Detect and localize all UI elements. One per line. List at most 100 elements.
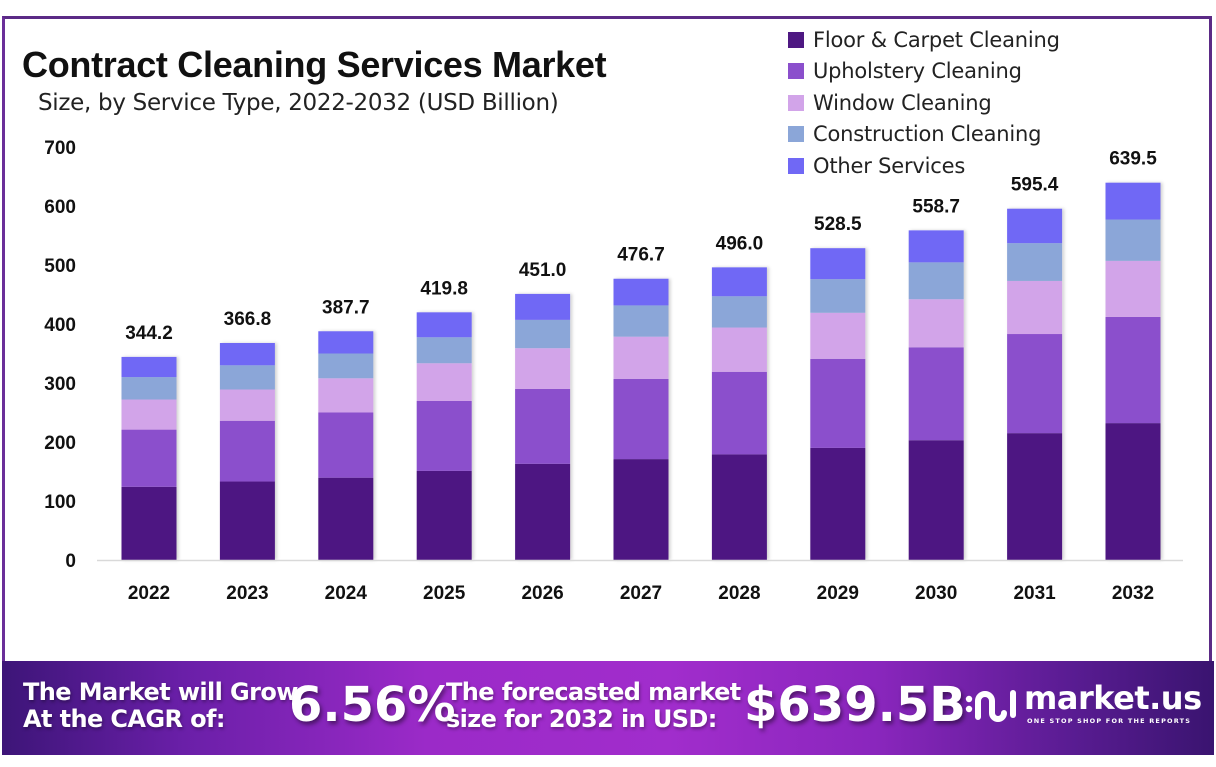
x-tick-label: 2024: [325, 583, 368, 604]
bar-segment: [810, 358, 866, 448]
bar-segment: [121, 486, 177, 560]
bar-segment: [416, 337, 472, 364]
bar-segment: [318, 477, 374, 560]
total-labels: 344.2 366.8 387.7 419.8 451.0 476.7 496.0 528.5…: [125, 149, 1157, 344]
bar-segment: [219, 365, 275, 390]
bar-segment: [1105, 316, 1161, 424]
bar-segment: [515, 319, 571, 349]
x-tick-label: 2028: [718, 583, 760, 604]
bar-segment: [318, 412, 374, 478]
bar-segment: [219, 342, 275, 366]
bar-segment: [1007, 433, 1063, 560]
bar-segment: [908, 230, 964, 263]
summary-banner: The Market will Grow At the CAGR of: 6.5…: [2, 661, 1214, 755]
cagr-label-line1: The Market will Grow: [23, 678, 298, 706]
bar-stack-2028: [711, 267, 767, 560]
bar-segment: [1105, 260, 1161, 317]
legend-swatch: [788, 157, 804, 174]
bar-segment: [908, 347, 964, 441]
forecast-label-line2: size for 2032 in USD:: [446, 705, 717, 733]
total-label: 419.8: [420, 278, 468, 299]
bar-segment: [318, 378, 374, 413]
bar-segment: [613, 336, 669, 379]
bar-stack-2029: [810, 248, 866, 560]
brand-name: market.us: [1024, 679, 1202, 717]
bar-segment: [121, 377, 177, 400]
legend-swatch: [788, 31, 804, 48]
total-label: 558.7: [912, 196, 960, 217]
legend-item-floor-carpet: Floor & Carpet Cleaning: [788, 24, 1060, 56]
bar-segment: [219, 481, 275, 560]
bar-segment: [711, 371, 767, 455]
bar-segment: [121, 356, 177, 378]
x-tick-label: 2022: [128, 583, 170, 604]
y-tick-label: 0: [65, 551, 76, 572]
bar-segment: [613, 278, 669, 306]
bar-stack-2026: [515, 293, 571, 560]
total-label: 387.7: [322, 297, 370, 318]
bar-segment: [219, 420, 275, 482]
bar-segment: [219, 389, 275, 421]
bar-segment: [515, 463, 571, 560]
bar-segment: [711, 267, 767, 297]
bar-segment: [810, 279, 866, 313]
bar-segment: [1007, 280, 1063, 335]
bar-stack-2025: [416, 312, 472, 560]
x-tick-label: 2026: [521, 583, 563, 604]
total-label: 344.2: [125, 323, 173, 344]
forecast-label-line1: The forecasted market: [446, 678, 741, 706]
bar-segment: [515, 293, 571, 320]
forecast-value: $639.5B: [744, 677, 966, 733]
bar-segment: [1105, 182, 1161, 220]
chart-subtitle: Size, by Service Type, 2022-2032 (USD Bi…: [38, 90, 559, 116]
x-tick-label: 2023: [226, 583, 268, 604]
legend-label: Floor & Carpet Cleaning: [813, 27, 1060, 52]
bar-segment: [711, 327, 767, 372]
y-axis: 0 100 200 300 400 500 600 700: [44, 138, 76, 572]
bar-segment: [416, 400, 472, 471]
bar-segment: [908, 440, 964, 560]
cagr-value: 6.56%: [289, 677, 456, 733]
chart-frame: [2, 16, 1212, 664]
bars: [121, 182, 1161, 560]
bar-segment: [318, 353, 374, 379]
y-tick-label: 200: [44, 433, 76, 454]
legend-label: Construction Cleaning: [813, 122, 1042, 147]
bar-segment: [1007, 243, 1063, 281]
bar-segment: [121, 399, 177, 430]
x-tick-label: 2031: [1013, 583, 1056, 604]
bar-segment: [613, 459, 669, 560]
x-tick-label: 2029: [817, 583, 859, 604]
bar-stack-2024: [318, 331, 374, 560]
total-label: 595.4: [1011, 175, 1059, 196]
bar-segment: [1105, 423, 1161, 560]
y-tick-label: 500: [44, 256, 76, 277]
bar-segment: [1105, 219, 1161, 261]
legend-swatch: [788, 126, 804, 143]
bar-stack-2022: [121, 356, 177, 560]
total-label: 451.0: [519, 260, 567, 281]
total-label: 496.0: [716, 233, 764, 254]
bar-segment: [1007, 208, 1063, 244]
x-tick-label: 2027: [620, 583, 662, 604]
market-us-logo-icon: [965, 690, 1016, 722]
bar-segment: [416, 470, 472, 560]
bar-segment: [613, 378, 669, 460]
bar-segment: [810, 312, 866, 359]
bar-segment: [810, 447, 866, 560]
bar-segment: [318, 331, 374, 354]
bar-segment: [515, 348, 571, 389]
total-label: 639.5: [1109, 149, 1157, 170]
forecast-label: The forecasted market size for 2032 in U…: [446, 679, 741, 733]
bar-segment: [416, 363, 472, 401]
x-tick-label: 2030: [915, 583, 957, 604]
x-axis: 2022 2023 2024 2025 2026 2027 2028 2029 2030 2031…: [128, 583, 1154, 604]
x-tick-label: 2032: [1112, 583, 1154, 604]
bar-stack-2030: [908, 230, 964, 560]
bar-segment: [711, 454, 767, 560]
bar-segment: [908, 299, 964, 348]
brand-tagline: ONE STOP SHOP FOR THE REPORTS: [1027, 717, 1192, 725]
legend-item-upholstery: Upholstery Cleaning: [788, 56, 1060, 88]
y-tick-label: 700: [44, 138, 76, 159]
y-tick-label: 300: [44, 374, 76, 395]
